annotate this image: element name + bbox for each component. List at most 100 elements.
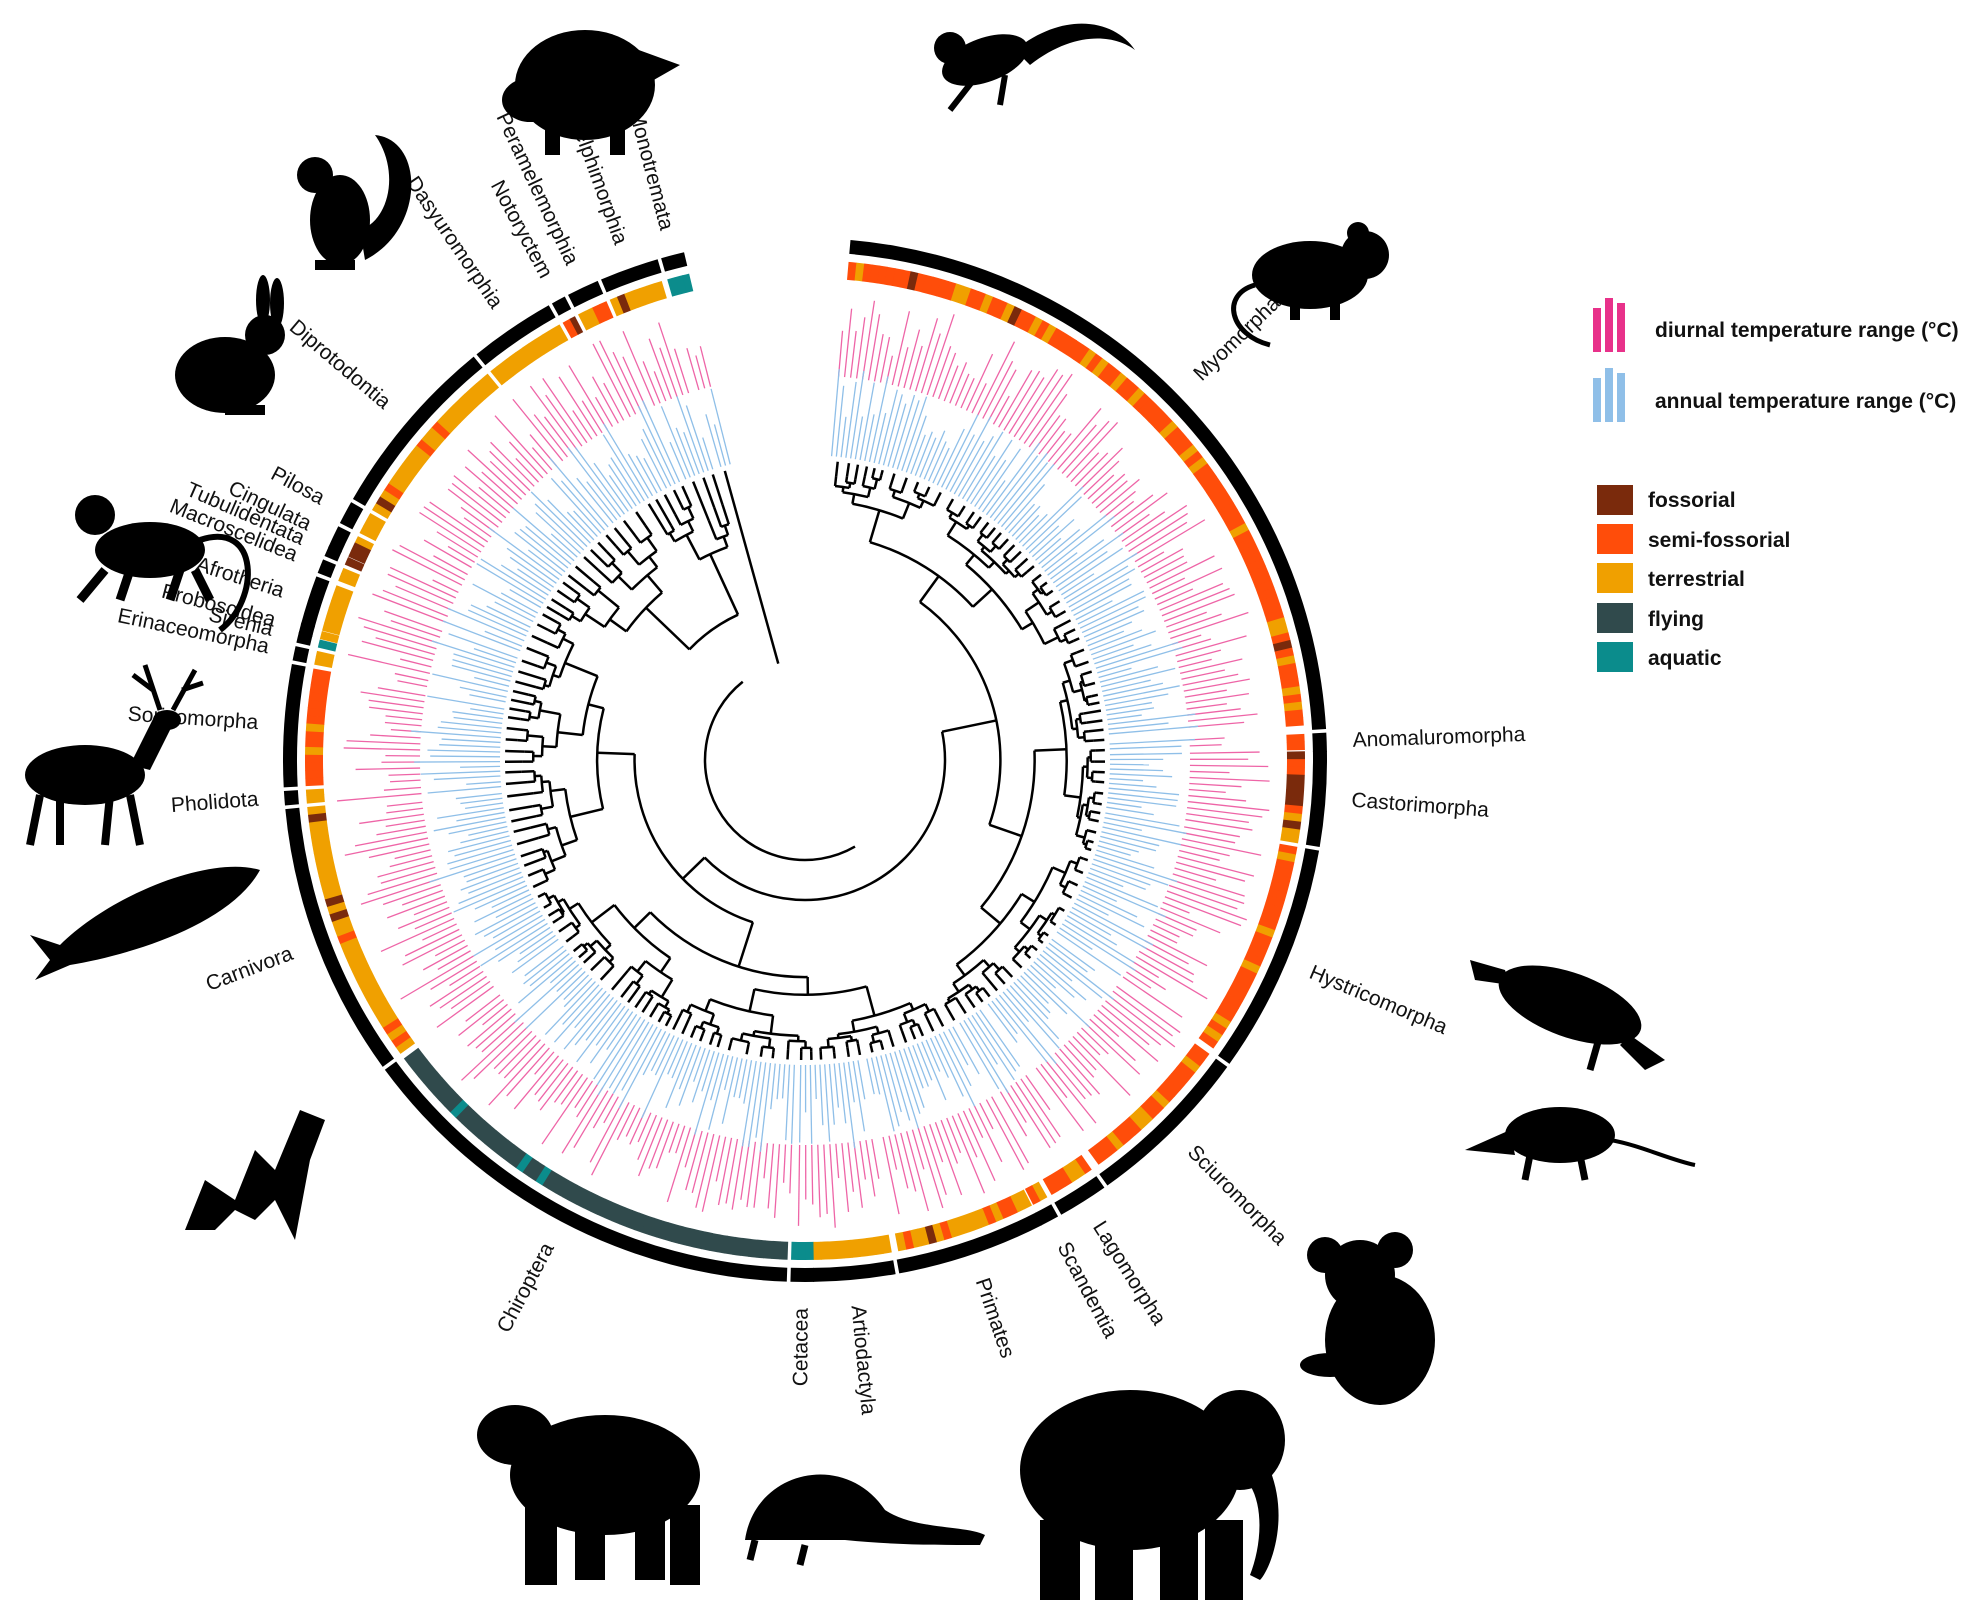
diurnal-bar [773, 1144, 781, 1218]
annual-bar [527, 549, 563, 577]
aquatic-swatch [1597, 642, 1633, 672]
diurnal-bar [437, 950, 471, 970]
diurnal-bar [843, 308, 853, 378]
tree-branch [832, 1052, 836, 1059]
annual-bar [1061, 923, 1136, 971]
tree-branch [702, 477, 716, 508]
lifestyle-cell [847, 261, 857, 281]
tree-branch [903, 1002, 926, 1015]
tree-branch [505, 749, 525, 753]
lifestyle-cell [305, 769, 324, 779]
lifestyle-cell [578, 310, 594, 331]
tree-branch [909, 1022, 919, 1029]
diurnal-bar [648, 338, 673, 400]
lifestyle-cell [562, 1181, 578, 1202]
tree-branch [633, 754, 754, 924]
lifestyle-cell [914, 273, 927, 293]
tree-branch [551, 854, 567, 863]
annual-bar [427, 695, 505, 710]
diurnal-bar [354, 831, 427, 847]
diurnal-bar [1186, 812, 1249, 824]
annual-bar [509, 588, 542, 609]
diurnal-bar [1182, 832, 1236, 844]
diurnal-bar [531, 447, 553, 471]
annual-bar [1076, 898, 1109, 916]
diurnal-bar [1061, 420, 1110, 474]
diurnal-bar [612, 351, 642, 412]
tree-branch [664, 1016, 672, 1027]
diurnal-bar [637, 1112, 652, 1143]
diurnal-bar [1188, 794, 1247, 802]
annual-bar [979, 1009, 1021, 1067]
diurnal-bar [529, 385, 578, 451]
lifestyle-cell [555, 324, 569, 343]
tree-branch [655, 1002, 660, 1008]
diurnal-bar [481, 471, 518, 505]
annual-bar [1004, 484, 1046, 531]
lifestyle-cell [342, 944, 363, 959]
annual-bar [563, 974, 590, 1001]
diurnal-bar [653, 371, 667, 402]
diurnal-bar [1108, 995, 1176, 1048]
diurnal-bar [1179, 849, 1220, 861]
annual-bar [431, 640, 515, 668]
lifestyle-cell [392, 470, 413, 487]
annual-bar [1096, 849, 1155, 869]
lifestyle-cell [1121, 382, 1140, 402]
diurnal-bar [1177, 855, 1255, 877]
diurnal-bar [817, 1144, 821, 1218]
lifestyle-cell [1198, 1031, 1219, 1049]
diurnal-bar [400, 955, 474, 1000]
tree-branch [540, 775, 545, 793]
tree-branch [506, 726, 525, 732]
annual-bar [1063, 552, 1138, 600]
lifestyle-cell [484, 1130, 503, 1150]
tree-branch [527, 869, 540, 877]
lifestyle-cell [1176, 1061, 1196, 1080]
tree-branch [871, 467, 876, 476]
diurnal-bar [684, 1129, 697, 1168]
annual-bar [878, 389, 898, 465]
lifestyle-cell [324, 894, 345, 908]
lifestyle-cell [382, 1017, 403, 1035]
diurnal-bar [508, 441, 544, 479]
legend-diurnal: diurnal temperature range (°C) [1593, 298, 1959, 352]
lifestyle-cell [653, 280, 667, 301]
tree-branch [853, 479, 857, 484]
lifestyle-cell [1074, 1154, 1092, 1175]
tree-branch [635, 974, 644, 985]
tree-branch [613, 527, 630, 546]
annual-bar [708, 1054, 729, 1130]
annual-bar [840, 416, 847, 458]
diurnal-bar [1159, 582, 1224, 611]
tree-branch [542, 613, 558, 624]
annual-bar [982, 480, 1006, 513]
diurnal-bar [1181, 838, 1262, 856]
tree-branch [517, 670, 542, 680]
diurnal-bar [965, 353, 994, 411]
diurnal-bar [1079, 447, 1123, 491]
annual-bar [971, 1014, 1015, 1081]
lifestyle-cell [1174, 438, 1194, 457]
diurnal-bar [481, 1017, 520, 1053]
tree-branch [693, 1025, 697, 1031]
lifestyle-cell [352, 964, 373, 980]
tree-branch [1033, 946, 1038, 952]
lifestyle-cell [305, 777, 324, 787]
annual-bar [678, 1046, 702, 1106]
lifestyle-cell [1049, 1171, 1066, 1192]
annual-bar [476, 562, 544, 604]
tree-branch [711, 1032, 716, 1039]
tree-branch [689, 1029, 696, 1039]
lifestyle-cell [541, 330, 558, 351]
annual-bar [1008, 503, 1036, 534]
diurnal-bar [493, 1030, 533, 1070]
lifestyle-cell [386, 1024, 407, 1042]
diurnal-bar [574, 1080, 594, 1109]
diurnal-bar [987, 369, 1017, 422]
tree-branch [947, 498, 955, 508]
annual-bar [1064, 919, 1135, 964]
tree-branch [1070, 651, 1078, 657]
annual-bar [596, 1016, 642, 1086]
tree-branch [611, 562, 623, 574]
